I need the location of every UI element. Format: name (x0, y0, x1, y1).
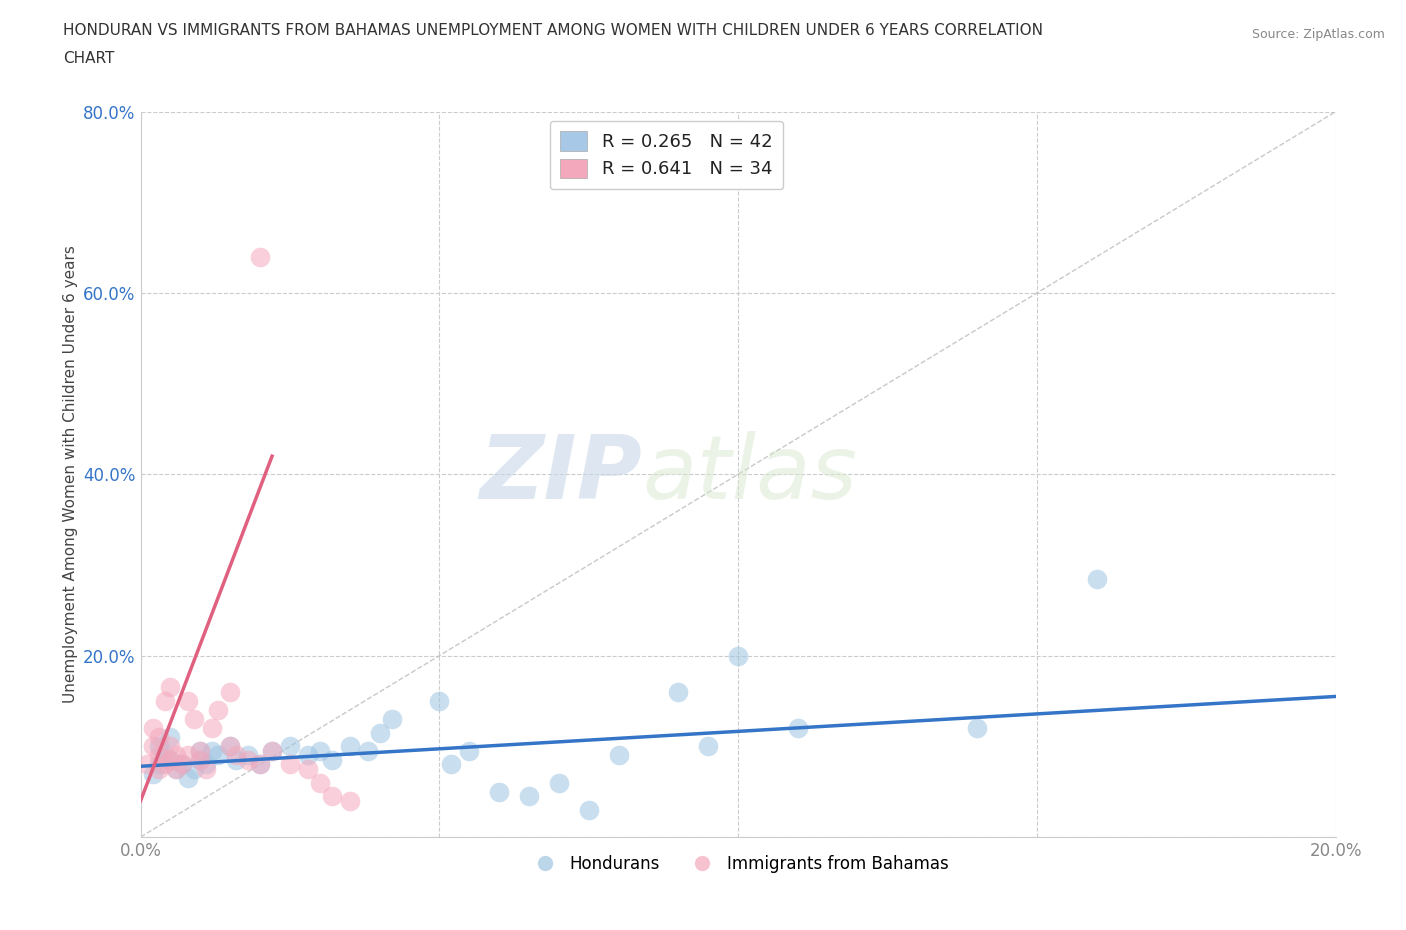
Point (727, 648, 749, 663)
Point (225, 752, 247, 767)
Point (249, 757, 271, 772)
Point (236, 748, 259, 763)
Point (195, 757, 218, 772)
Point (183, 711, 205, 726)
Point (339, 793, 361, 808)
Point (262, 743, 284, 758)
Point (697, 738, 720, 753)
Point (321, 789, 343, 804)
Point (141, 738, 163, 753)
Point (440, 757, 463, 772)
Point (219, 684, 242, 699)
Point (159, 680, 181, 695)
Point (172, 757, 194, 772)
Point (172, 757, 194, 772)
Text: HONDURAN VS IMMIGRANTS FROM BAHAMAS UNEMPLOYMENT AMONG WOMEN WITH CHILDREN UNDER: HONDURAN VS IMMIGRANTS FROM BAHAMAS UNEM… (63, 23, 1043, 38)
Point (368, 725, 391, 740)
Text: ZIP: ZIP (479, 431, 643, 518)
Point (262, 743, 284, 758)
Point (141, 721, 163, 736)
Point (578, 803, 600, 817)
Point (249, 249, 271, 264)
Point (148, 757, 170, 772)
Point (148, 738, 170, 753)
Point (380, 711, 404, 726)
Point (188, 743, 212, 758)
Point (188, 752, 212, 767)
Point (219, 738, 242, 753)
Point (309, 743, 332, 758)
Point (195, 762, 218, 777)
Point (159, 730, 181, 745)
Point (201, 743, 224, 758)
Point (159, 752, 181, 767)
Point (297, 748, 319, 763)
Point (249, 757, 271, 772)
Point (183, 762, 205, 777)
Point (278, 757, 301, 772)
Text: atlas: atlas (643, 432, 858, 517)
Point (207, 748, 229, 763)
Point (166, 762, 188, 777)
Point (357, 743, 380, 758)
Point (166, 762, 188, 777)
Point (339, 738, 361, 753)
Point (668, 684, 690, 699)
Point (148, 748, 170, 763)
Point (236, 752, 259, 767)
Point (548, 776, 571, 790)
Point (225, 748, 247, 763)
Point (517, 789, 540, 804)
Point (177, 748, 200, 763)
Point (1085, 571, 1108, 586)
Point (153, 757, 176, 772)
Point (427, 694, 450, 709)
Point (297, 762, 319, 777)
Point (607, 748, 630, 763)
Point (153, 694, 176, 709)
Point (188, 752, 212, 767)
Point (201, 721, 224, 736)
Point (966, 721, 988, 736)
Y-axis label: Unemployment Among Women with Children Under 6 years: Unemployment Among Women with Children U… (63, 246, 77, 703)
Point (177, 694, 200, 709)
Point (488, 784, 510, 799)
Point (166, 748, 188, 763)
Point (309, 776, 332, 790)
Legend: Hondurans, Immigrants from Bahamas: Hondurans, Immigrants from Bahamas (522, 848, 955, 880)
Text: Source: ZipAtlas.com: Source: ZipAtlas.com (1251, 28, 1385, 41)
Point (159, 752, 181, 767)
Point (141, 766, 163, 781)
Point (148, 730, 170, 745)
Point (177, 771, 200, 786)
Point (787, 721, 810, 736)
Point (188, 743, 212, 758)
Point (207, 703, 229, 718)
Point (278, 738, 301, 753)
Point (159, 738, 181, 753)
Point (321, 752, 343, 767)
Point (458, 743, 481, 758)
Point (135, 757, 157, 772)
Point (153, 748, 176, 763)
Point (219, 738, 242, 753)
Text: CHART: CHART (63, 51, 115, 66)
Point (148, 762, 170, 777)
